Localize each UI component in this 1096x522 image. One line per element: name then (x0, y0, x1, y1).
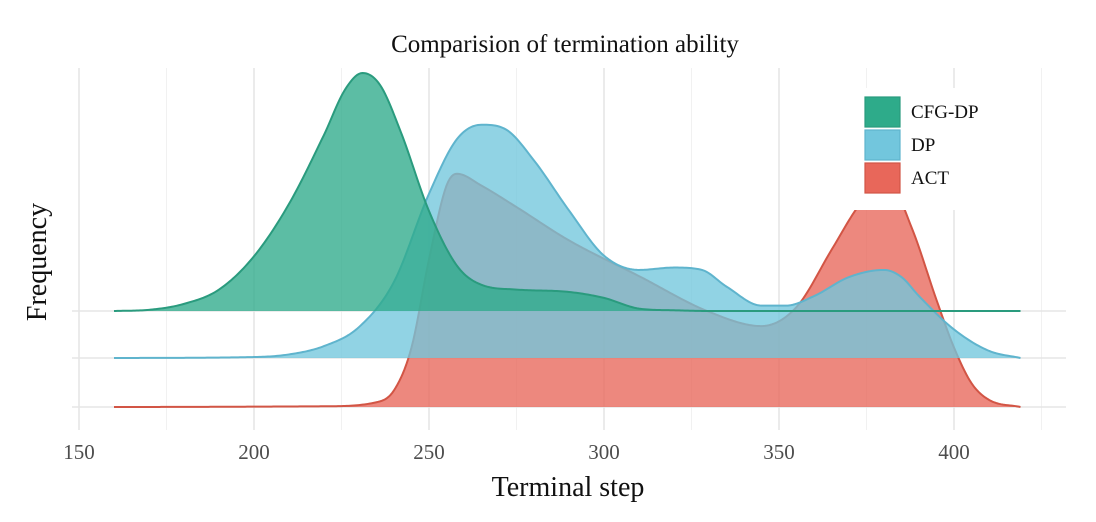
chart-title: Comparision of termination ability (391, 31, 739, 58)
legend-label-act: ACT (911, 168, 949, 189)
x-axis-label: Terminal step (492, 472, 645, 503)
x-tick-label: 400 (938, 440, 970, 464)
x-tick-label: 150 (63, 440, 95, 464)
x-axis-ticks: 150 200 250 300 350 400 (63, 440, 970, 464)
ridge-line-dp (113, 123, 1021, 359)
legend: CFG-DP DP ACT (852, 88, 994, 210)
x-tick-label: 300 (588, 440, 620, 464)
ridge-area-dp (114, 124, 1021, 358)
legend-label-dp: DP (911, 135, 935, 156)
y-axis-label: Frequency (22, 203, 53, 321)
legend-label-cfg-dp: CFG-DP (911, 102, 979, 123)
x-tick-label: 200 (238, 440, 270, 464)
legend-swatch-act (864, 162, 901, 194)
ridge-line-cfg-dp (113, 71, 1021, 312)
ridge-area-cfg-dp (114, 73, 1021, 311)
legend-swatch-cfg-dp (864, 96, 901, 128)
x-tick-label: 250 (413, 440, 445, 464)
legend-swatch-dp (864, 129, 901, 161)
x-tick-label: 350 (763, 440, 795, 464)
